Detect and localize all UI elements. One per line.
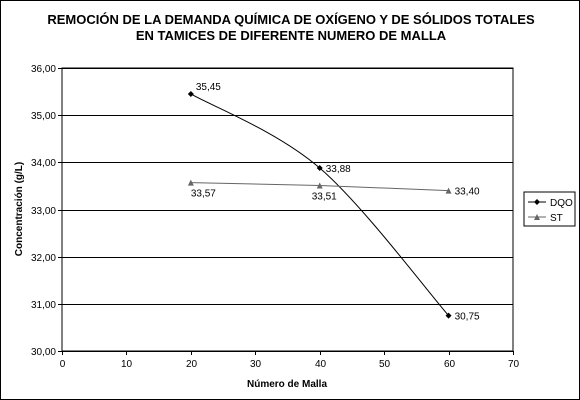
plot-area [61, 67, 514, 352]
data-point-dqo [316, 164, 323, 171]
x-tick-label: 50 [379, 359, 391, 370]
data-point-st [316, 182, 323, 189]
data-label-dqo: 33,88 [326, 164, 351, 175]
chart-title-line-2: EN TAMICES DE DIFERENTE NUMERO DE MALLA [136, 28, 447, 43]
legend-box [523, 191, 576, 227]
data-labels: 35,45 33,88 30,75 33,57 33,51 33,40 [191, 82, 480, 323]
y-tick-label: 30,00 [31, 347, 56, 358]
y-axis-title: Concentración (g/L) [14, 162, 25, 256]
x-axis-ticks: 0 10 20 30 40 50 60 70 [60, 351, 520, 370]
x-tick-label: 30 [250, 359, 262, 370]
data-label-st: 33,40 [455, 187, 480, 198]
y-axis-ticks: 30,00 31,00 32,00 33,00 34,00 35,00 36,00 [31, 64, 62, 358]
y-tick-label: 34,00 [31, 158, 56, 169]
x-axis-title: Número de Malla [247, 379, 327, 390]
legend-dqo-label: DQO [550, 198, 573, 209]
data-point-dqo [445, 312, 452, 319]
series-layer [187, 90, 452, 319]
chart-title-line-1: REMOCIÓN DE LA DEMANDA QUÍMICA DE OXÍGEN… [47, 12, 535, 27]
x-tick-label: 10 [121, 359, 133, 370]
legend-dqo-marker [534, 199, 540, 205]
legend-st-marker [534, 214, 540, 220]
x-tick-label: 20 [186, 359, 198, 370]
y-tick-label: 32,00 [31, 253, 56, 264]
data-point-st [187, 179, 194, 186]
y-tick-label: 36,00 [31, 64, 56, 75]
data-label-st: 33,57 [191, 189, 216, 200]
y-tick-label: 33,00 [31, 206, 56, 217]
data-point-st [445, 187, 452, 194]
x-tick-label: 0 [60, 359, 66, 370]
data-label-st: 33,51 [312, 191, 337, 202]
legend-st-label: ST [550, 213, 563, 224]
y-tick-label: 35,00 [31, 111, 56, 122]
y-tick-label: 31,00 [31, 300, 56, 311]
legend: DQO ST [523, 191, 576, 227]
x-tick-label: 40 [315, 359, 327, 370]
x-tick-label: 60 [444, 359, 456, 370]
x-tick-label: 70 [508, 359, 520, 370]
data-point-dqo [187, 90, 194, 97]
gridlines [62, 68, 513, 352]
data-label-dqo: 30,75 [455, 312, 480, 323]
data-label-dqo: 35,45 [196, 82, 221, 93]
